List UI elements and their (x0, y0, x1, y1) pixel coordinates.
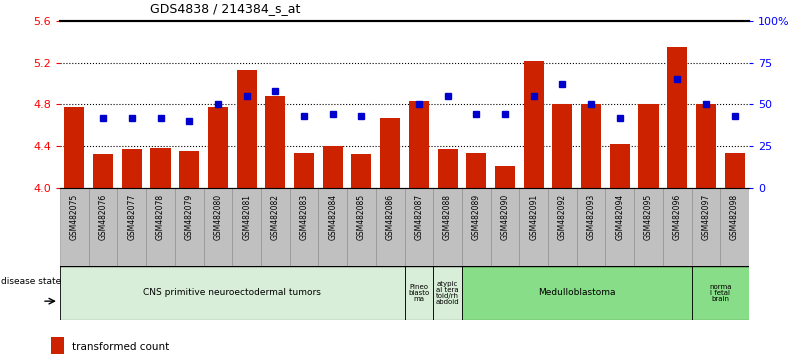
Bar (261, 188, 290, 266)
Bar (60, 266, 405, 320)
Text: CNS primitive neuroectodermal tumors: CNS primitive neuroectodermal tumors (143, 289, 321, 297)
Bar (634, 188, 663, 266)
Bar (118, 188, 146, 266)
Bar (323, 146, 343, 188)
Bar (236, 70, 256, 188)
Bar (437, 149, 457, 188)
Bar (577, 188, 606, 266)
Bar (409, 101, 429, 188)
Bar (548, 188, 577, 266)
Bar (490, 188, 519, 266)
Text: GSM482090: GSM482090 (501, 194, 509, 240)
Bar (232, 188, 261, 266)
Text: GSM482080: GSM482080 (213, 194, 223, 240)
Bar (553, 104, 573, 188)
Bar (51, 337, 64, 354)
Text: transformed count: transformed count (72, 342, 170, 352)
Bar (151, 148, 171, 188)
Bar (462, 188, 490, 266)
Bar (290, 188, 318, 266)
Bar (606, 188, 634, 266)
Bar (638, 104, 658, 188)
Text: GSM482083: GSM482083 (300, 194, 308, 240)
Bar (691, 266, 749, 320)
Text: GSM482092: GSM482092 (557, 194, 567, 240)
Text: GSM482088: GSM482088 (443, 194, 452, 240)
Text: GSM482087: GSM482087 (414, 194, 424, 240)
Bar (466, 153, 486, 188)
Text: GSM482077: GSM482077 (127, 194, 136, 240)
Text: GSM482091: GSM482091 (529, 194, 538, 240)
Text: GSM482097: GSM482097 (702, 194, 710, 240)
Text: GSM482078: GSM482078 (156, 194, 165, 240)
Text: GSM482093: GSM482093 (586, 194, 596, 240)
Bar (462, 266, 691, 320)
Text: GDS4838 / 214384_s_at: GDS4838 / 214384_s_at (150, 2, 300, 15)
Bar (610, 144, 630, 188)
Bar (524, 61, 544, 188)
Bar (696, 104, 716, 188)
Bar (122, 149, 142, 188)
Text: GSM482084: GSM482084 (328, 194, 337, 240)
Text: Medulloblastoma: Medulloblastoma (538, 289, 615, 297)
Bar (376, 188, 405, 266)
Text: GSM482098: GSM482098 (730, 194, 739, 240)
Text: GSM482085: GSM482085 (357, 194, 366, 240)
Text: GSM482075: GSM482075 (70, 194, 79, 240)
Text: GSM482079: GSM482079 (185, 194, 194, 240)
Bar (380, 118, 400, 188)
Text: GSM482076: GSM482076 (99, 194, 107, 240)
Text: GSM482089: GSM482089 (472, 194, 481, 240)
Bar (495, 166, 515, 188)
Bar (691, 188, 720, 266)
Bar (203, 188, 232, 266)
Bar (433, 188, 462, 266)
Bar (663, 188, 691, 266)
Bar (318, 188, 347, 266)
Bar (146, 188, 175, 266)
Bar (294, 153, 314, 188)
Bar (720, 188, 749, 266)
Bar (581, 104, 601, 188)
Bar (64, 107, 84, 188)
Text: Pineo
blasto
ma: Pineo blasto ma (409, 284, 429, 302)
Text: GSM482095: GSM482095 (644, 194, 653, 240)
Bar (667, 47, 687, 188)
Bar (89, 188, 118, 266)
Text: atypic
al tera
toid/rh
abdoid: atypic al tera toid/rh abdoid (436, 281, 459, 305)
Bar (725, 153, 745, 188)
Bar (175, 188, 203, 266)
Bar (265, 96, 285, 188)
Bar (519, 188, 548, 266)
Text: GSM482096: GSM482096 (673, 194, 682, 240)
Bar (433, 266, 462, 320)
Bar (208, 107, 228, 188)
Text: GSM482082: GSM482082 (271, 194, 280, 240)
Bar (179, 151, 199, 188)
Text: GSM482086: GSM482086 (385, 194, 395, 240)
Text: GSM482094: GSM482094 (615, 194, 624, 240)
Bar (60, 188, 89, 266)
Bar (93, 154, 113, 188)
Bar (352, 154, 372, 188)
Text: GSM482081: GSM482081 (242, 194, 252, 240)
Text: norma
l fetal
brain: norma l fetal brain (709, 284, 731, 302)
Bar (405, 266, 433, 320)
Text: disease state: disease state (2, 278, 62, 286)
Bar (405, 188, 433, 266)
Bar (347, 188, 376, 266)
